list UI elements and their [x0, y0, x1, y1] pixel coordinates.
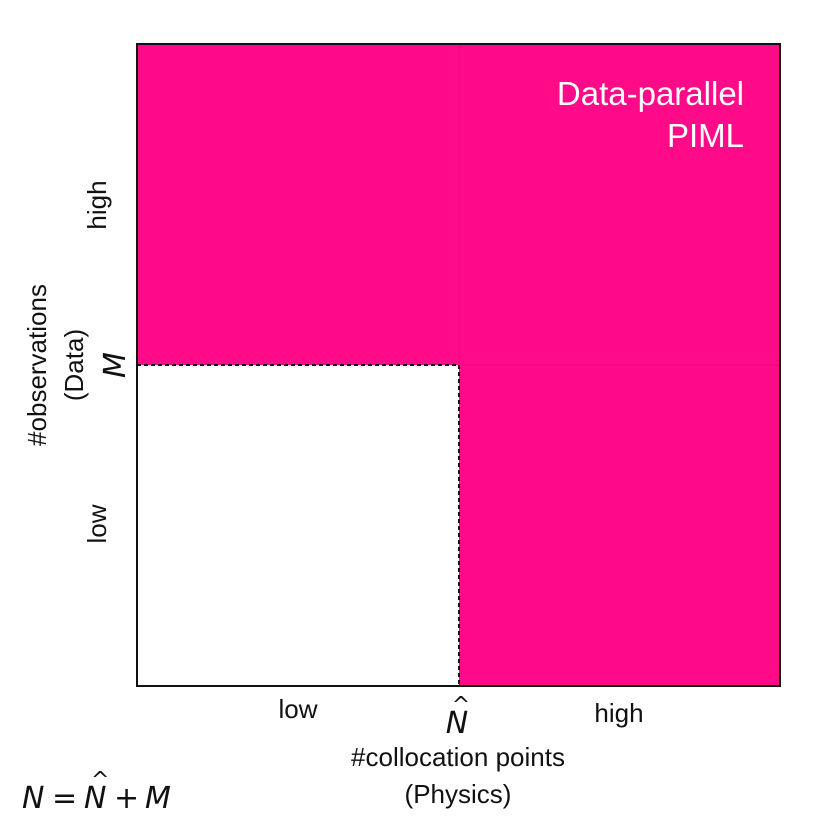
- svg-text:^: ^: [452, 693, 470, 718]
- x-axis-low-label: low: [278, 694, 317, 724]
- y-threshold-m: M: [98, 352, 133, 378]
- x-axis-title-line2: (Physics): [405, 779, 512, 809]
- formula-n-equals-nhat-plus-m: N = N ^ + M: [22, 768, 171, 816]
- y-axis-title-line1: #observations: [22, 284, 52, 446]
- svg-text:M: M: [145, 781, 171, 816]
- y-axis-title-line2: (Data): [59, 329, 89, 401]
- svg-text:N: N: [22, 781, 44, 816]
- svg-text:N: N: [446, 706, 468, 741]
- plot-frame: [136, 43, 781, 687]
- svg-text:+: +: [114, 781, 139, 816]
- svg-text:^: ^: [91, 768, 109, 793]
- svg-text:=: =: [52, 781, 77, 816]
- region-label-line1: Data-parallel: [557, 75, 744, 112]
- x-axis-high-label: high: [594, 698, 643, 728]
- x-threshold-n-hat: N ^: [446, 693, 470, 741]
- x-axis-title-line1: #collocation points: [351, 742, 565, 772]
- y-axis-low-label: low: [82, 504, 112, 543]
- svg-text:N: N: [84, 781, 106, 816]
- y-axis-high-label: high: [82, 180, 112, 229]
- region-label-line2: PIML: [667, 117, 744, 154]
